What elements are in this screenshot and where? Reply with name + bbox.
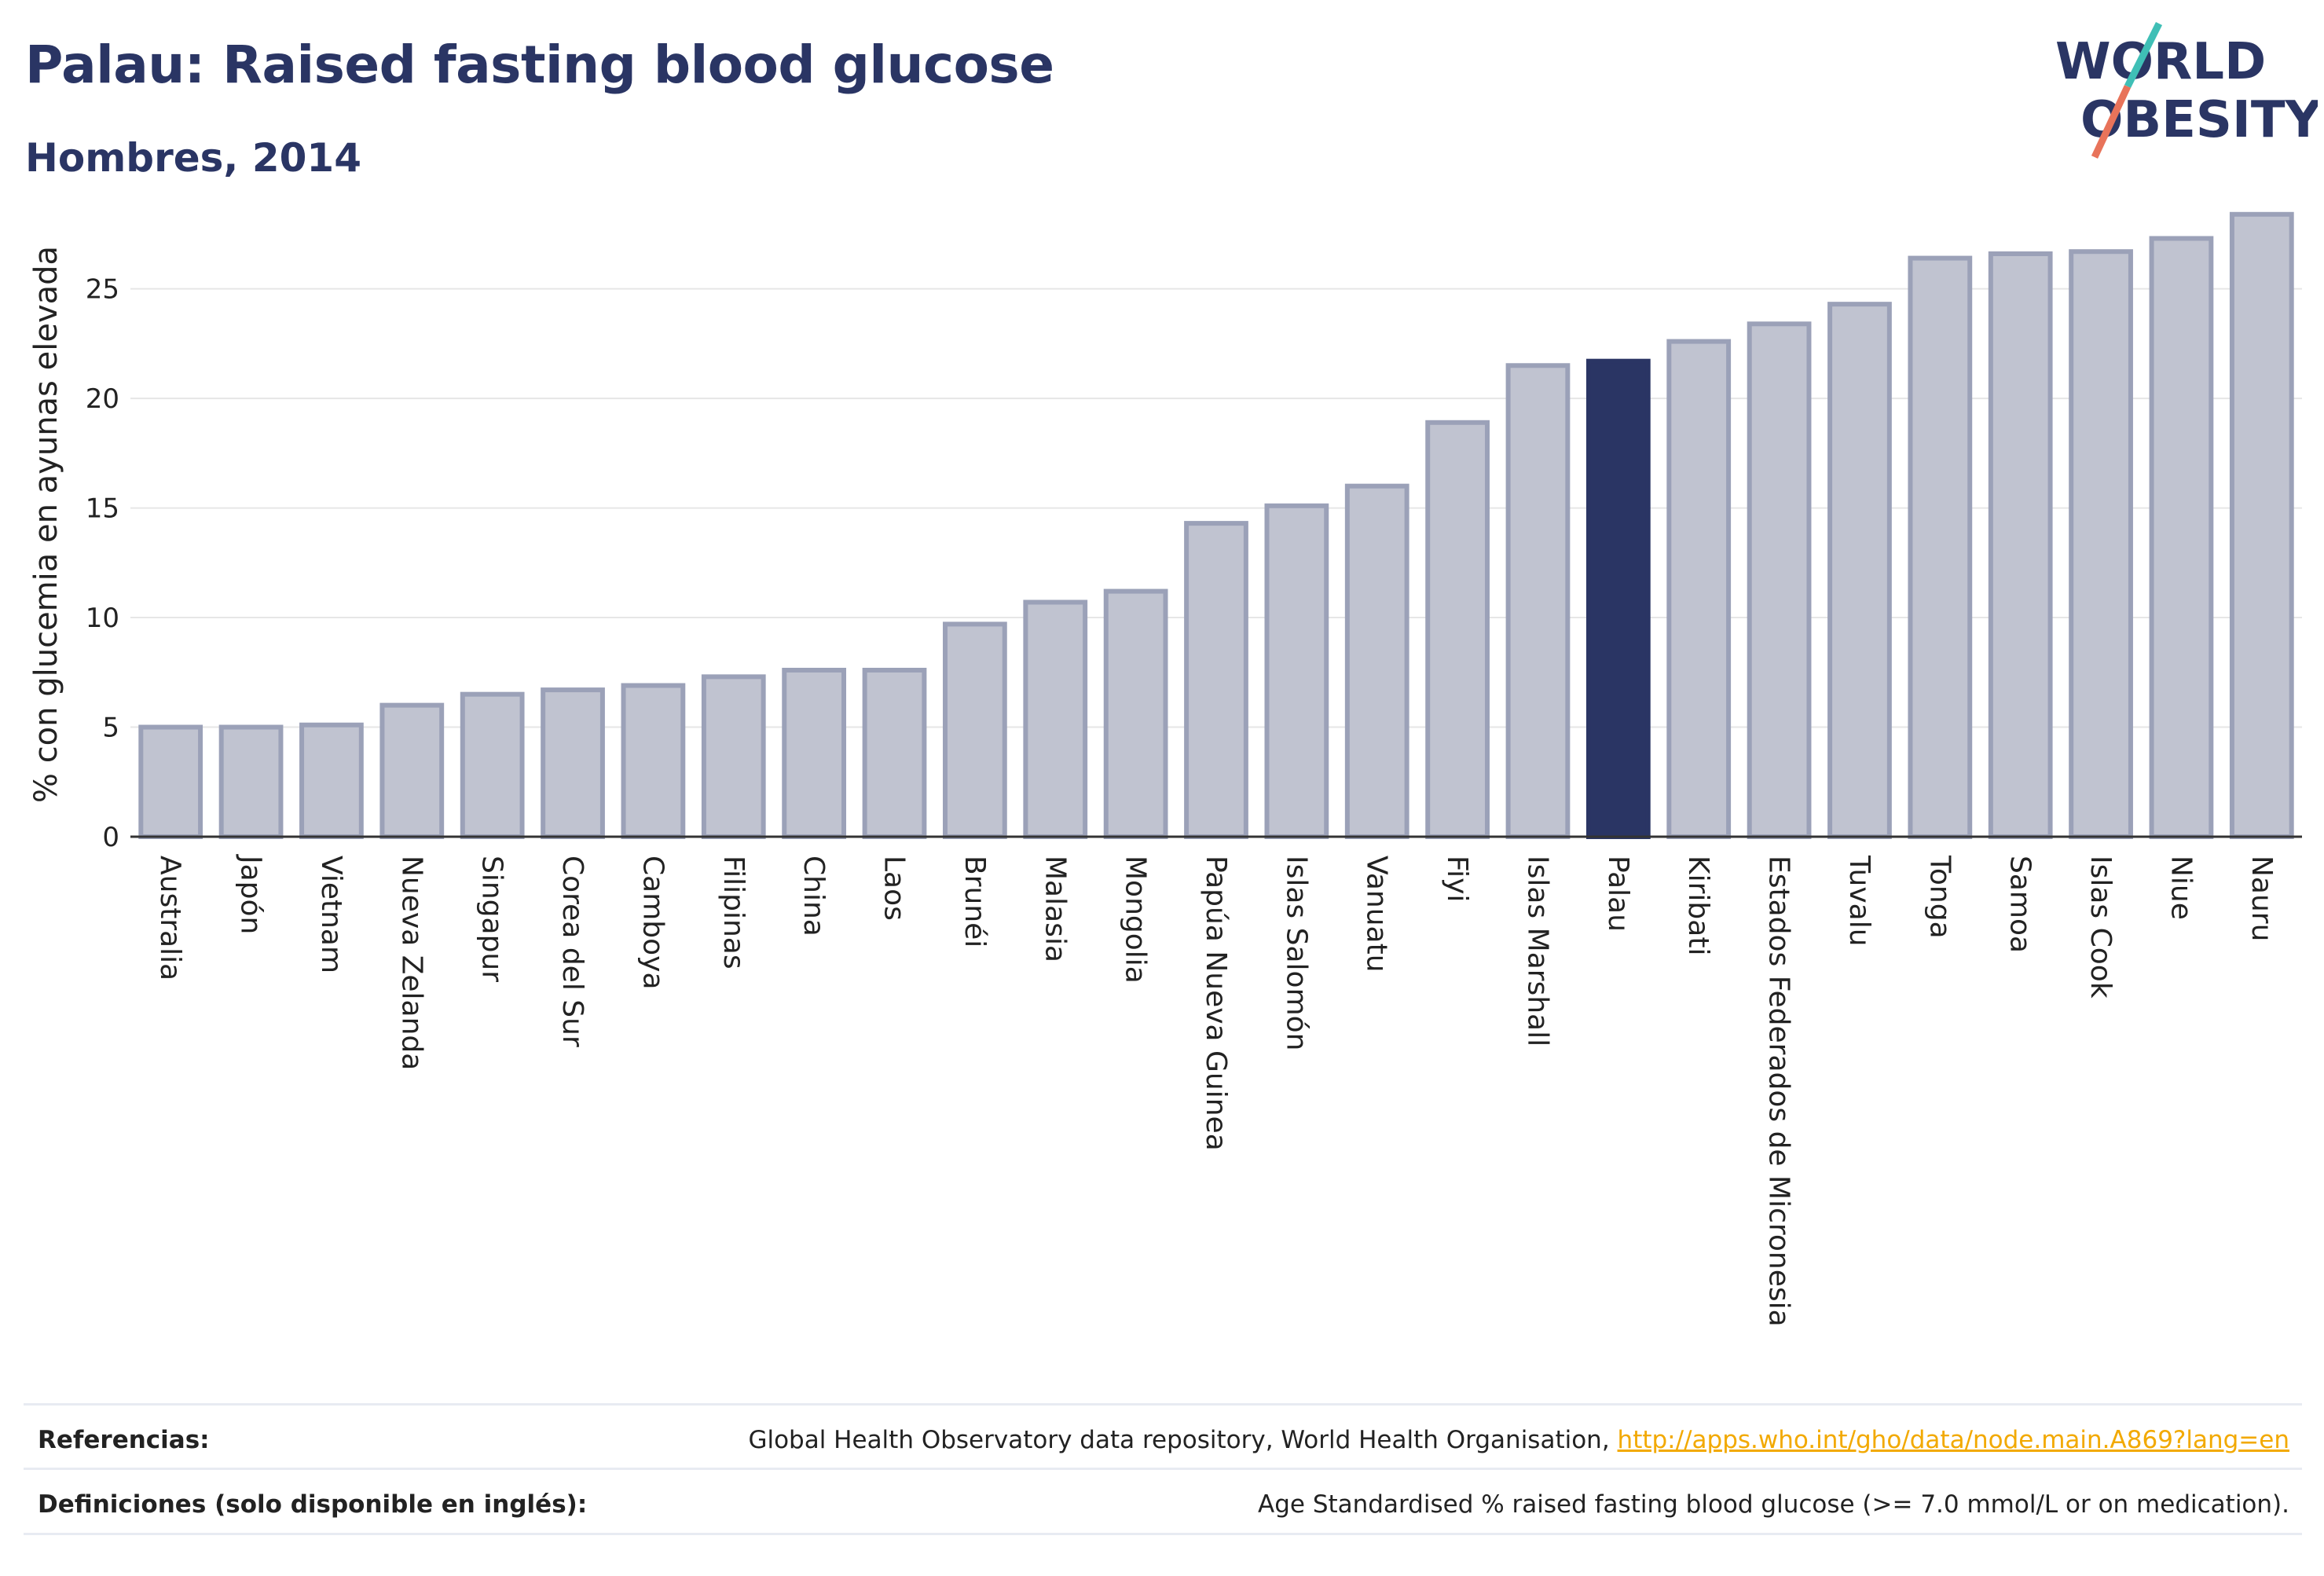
bar (379, 702, 445, 840)
y-axis-label: % con glucemia en ayunas elevada (28, 246, 64, 803)
y-tick-label: 20 (86, 383, 119, 415)
bar (782, 668, 847, 839)
definitions-label: Definiciones (solo disponible en inglés)… (38, 1490, 588, 1519)
bar (1344, 483, 1409, 839)
x-tick-label: Laos (878, 856, 911, 921)
bar (1988, 251, 2053, 839)
bar (2069, 249, 2133, 840)
x-tick-label: Singapur (476, 856, 508, 982)
bar (460, 691, 525, 839)
chart-title: Palau: Raised fasting blood glucose (25, 35, 1054, 95)
x-tick-label: Palau (1602, 856, 1634, 932)
x-tick-label: Nueva Zelanda (395, 856, 427, 1070)
bar (1425, 420, 1490, 839)
bar-chart: 0 5 10 15 20 25 % con glucemia en ayunas eleva… (28, 211, 2302, 1327)
world-obesity-logo: WORLD OBESITY (2055, 21, 2318, 159)
x-tick-label: Islas Salomón (1280, 856, 1312, 1050)
y-tick-label: 10 (86, 603, 119, 634)
x-tick-label: Malasia (1039, 856, 1071, 962)
bar (218, 724, 284, 839)
x-tick-label: Vietnam (315, 856, 347, 973)
x-tick-label: Brunéi (959, 856, 991, 947)
x-tick-label: Filipinas (717, 856, 750, 969)
x-tick-label: Estados Federados de Micronesia (1763, 856, 1795, 1327)
references-value: Global Health Observatory data repositor… (748, 1426, 2289, 1454)
bar (1747, 321, 1812, 839)
references-label: Referencias: (38, 1426, 210, 1454)
x-tick-label: Vanuatu (1361, 856, 1393, 973)
y-tick-label: 5 (102, 713, 119, 744)
chart-subtitle: Hombres, 2014 (25, 135, 361, 181)
bar (138, 724, 203, 839)
logo-slash-bottom (2091, 85, 2132, 159)
references-text: Global Health Observatory data repositor… (748, 1426, 1618, 1454)
definitions-row: Definiciones (solo disponible en inglés)… (24, 1468, 2302, 1535)
bar (862, 668, 927, 839)
x-tick-label: Mongolia (1120, 856, 1152, 984)
bar (541, 687, 605, 840)
logo-slash-top (2124, 21, 2163, 89)
references-link[interactable]: http://apps.who.int/gho/data/node.main.A… (1617, 1426, 2289, 1454)
bar (1023, 599, 1088, 839)
y-tick-label: 25 (86, 274, 119, 306)
x-tick-label: Camboya (636, 856, 669, 990)
bar (299, 722, 364, 839)
bar (943, 621, 1007, 840)
x-tick-label: Japón (235, 854, 267, 934)
bar (1908, 255, 1973, 840)
x-tick-label: Islas Marshall (1521, 856, 1553, 1046)
x-tick-label: Islas Cook (2084, 856, 2117, 999)
x-tick-label: Tuvalu (1843, 855, 1875, 947)
definitions-text: Age Standardised % raised fasting blood … (1258, 1490, 2289, 1519)
bar (1585, 358, 1651, 839)
x-tick-label: Nauru (2245, 856, 2278, 941)
x-tick-label: Corea del Sur (556, 856, 588, 1047)
y-tick-label: 0 (102, 822, 119, 853)
bar (701, 674, 766, 839)
x-tick-label: China (797, 856, 830, 936)
bar (1505, 363, 1571, 839)
bar (1184, 521, 1248, 840)
x-tick-label: Papúa Nueva Guinea (1200, 856, 1232, 1151)
bar (2149, 236, 2214, 839)
bar (1666, 339, 1732, 840)
bar (621, 683, 686, 839)
bar (1264, 503, 1329, 840)
bar (1103, 588, 1168, 839)
bar (2229, 211, 2294, 839)
references-row: Referencias: Global Health Observatory d… (24, 1403, 2302, 1468)
bar (1827, 302, 1892, 839)
x-tick-label: Australia (154, 856, 186, 980)
logo-word-world: WORLD (2055, 33, 2266, 91)
x-tick-label: Tonga (1923, 855, 1956, 939)
x-tick-label: Kiribati (1682, 856, 1714, 955)
x-tick-label: Niue (2165, 856, 2197, 920)
x-tick-label: Fiyi (1441, 856, 1473, 902)
y-tick-label: 15 (86, 493, 119, 525)
x-tick-label: Samoa (2004, 856, 2036, 953)
